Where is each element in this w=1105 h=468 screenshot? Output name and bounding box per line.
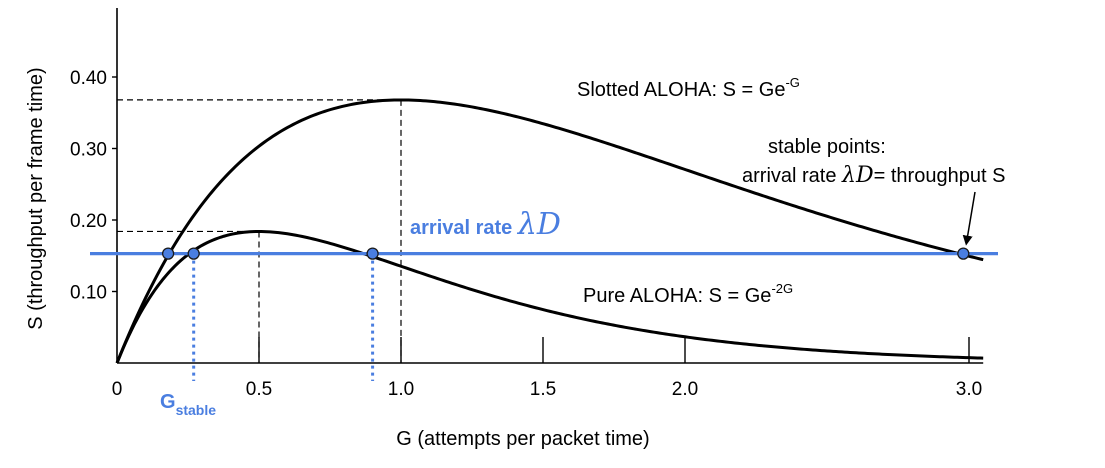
slotted-aloha-label-sup: -G <box>785 75 799 90</box>
x-tick-label: 0 <box>112 379 123 400</box>
slotted-aloha-label-text: Slotted ALOHA: S = Ge <box>577 79 785 101</box>
annotation-line1: stable points: <box>768 136 886 158</box>
arrival-rate-math: λD <box>517 207 561 242</box>
y-tick-label: 0.40 <box>70 68 107 89</box>
y-tick-label: 0.20 <box>70 211 107 232</box>
annotation-line2: arrival rate λD= throughput S <box>742 163 1005 188</box>
slotted-aloha-label: Slotted ALOHA: S = Ge-G <box>577 75 800 101</box>
g-stable-label: Gstable <box>160 391 216 418</box>
annotation-line2-prefix: arrival rate <box>742 165 836 187</box>
x-axis-label: G (attempts per packet time) <box>396 428 649 450</box>
y-tick-label: 0.30 <box>70 140 107 161</box>
intersection-point <box>366 247 379 260</box>
intersection-point <box>187 247 200 260</box>
annotation-line2-math: λD <box>841 163 874 188</box>
intersection-point <box>957 247 970 260</box>
series-line-0 <box>115 98 984 364</box>
x-tick-label: 1.5 <box>530 379 556 400</box>
pure-aloha-label: Pure ALOHA: S = Ge-2G <box>583 281 793 307</box>
x-tick-label: 2.0 <box>672 379 698 400</box>
g-stable-main: G <box>160 391 176 413</box>
g-stable-sub: stable <box>176 402 217 418</box>
x-tick-label: 3.0 <box>956 379 982 400</box>
intersection-point <box>161 247 175 260</box>
y-axis-label: S (throughput per frame time) <box>25 67 47 329</box>
pure-aloha-label-sup: -2G <box>771 281 793 296</box>
pure-aloha-label-text: Pure ALOHA: S = Ge <box>583 285 771 307</box>
x-tick-label: 1.0 <box>388 379 414 400</box>
series-line-1 <box>115 229 984 364</box>
annotation-line2-suffix: = throughput S <box>874 165 1006 187</box>
annotation-arrow <box>962 191 976 246</box>
arrival-rate-label: arrival rate λD <box>410 207 561 242</box>
y-tick-label: 0.10 <box>70 283 107 304</box>
x-tick-label: 0.5 <box>246 379 272 400</box>
arrival-rate-text: arrival rate <box>410 217 512 239</box>
